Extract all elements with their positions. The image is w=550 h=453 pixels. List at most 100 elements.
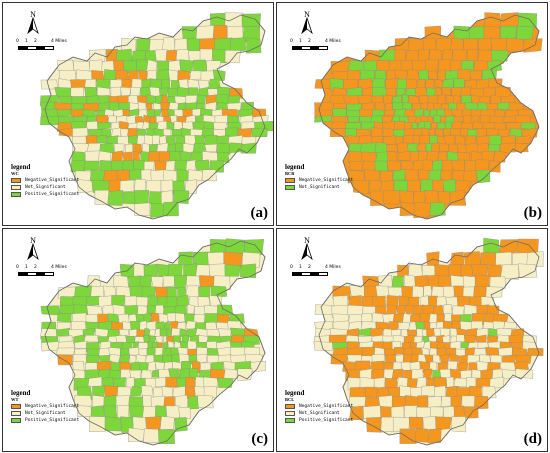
- map-c: [39, 238, 266, 446]
- study-area-boundary: [44, 14, 266, 220]
- legend-variable: BCR: [285, 171, 295, 176]
- legend-item: Negative_Significant: [285, 177, 395, 184]
- census-tract: [216, 143, 231, 155]
- legend-variable: WC: [11, 171, 19, 176]
- census-tract: [203, 376, 219, 389]
- census-tract: [196, 354, 208, 364]
- panel-c: N 0 1 2 4 Miles legend WT Negative_Signi…: [2, 228, 274, 452]
- census-tract: [204, 143, 218, 152]
- census-tract: [186, 38, 201, 53]
- census-tract: [143, 134, 154, 145]
- census-tract: [460, 122, 474, 130]
- legend-item-label: Negative_Significant: [299, 404, 354, 409]
- census-tract: [209, 295, 223, 307]
- census-tract: [313, 115, 333, 123]
- census-tract: [517, 263, 538, 278]
- census-tract: [178, 251, 193, 266]
- census-tract: [109, 354, 121, 364]
- legend-title: legend: [11, 163, 31, 171]
- census-tract: [461, 395, 476, 408]
- census-tract: [224, 264, 241, 277]
- north-arrow-icon: [27, 17, 39, 35]
- census-tract: [344, 128, 358, 137]
- census-tract: [164, 320, 171, 332]
- census-tract: [159, 416, 175, 430]
- scale-bar: 0 1 2 4 Miles: [287, 265, 347, 279]
- census-tract: [199, 48, 213, 62]
- map-d: [313, 237, 544, 446]
- census-tract: [386, 143, 398, 153]
- census-tract: [104, 416, 122, 432]
- census-tract: [158, 135, 168, 145]
- legend-swatch: [285, 418, 295, 423]
- census-tract: [416, 143, 426, 152]
- census-tract: [420, 179, 435, 193]
- census-tract: [493, 150, 506, 163]
- census-tract: [314, 304, 333, 315]
- census-tract: [195, 25, 215, 40]
- census-tract: [433, 114, 442, 123]
- census-tract: [130, 361, 141, 371]
- census-tract: [187, 304, 195, 314]
- census-tract: [489, 376, 505, 389]
- census-tract: [512, 252, 529, 266]
- census-tract: [83, 160, 100, 171]
- legend-item: Positive_Significant: [11, 417, 121, 424]
- census-tract: [490, 38, 507, 52]
- census-tract: [375, 151, 389, 163]
- census-tract: [418, 135, 430, 145]
- census-tract: [463, 406, 479, 419]
- census-tract: [383, 109, 396, 116]
- census-tract: [128, 347, 140, 356]
- census-tract: [119, 87, 131, 97]
- census-tract: [73, 395, 93, 409]
- census-tract: [217, 152, 230, 163]
- panel-b: N 0 1 2 4 Miles legend BCR Negative_Sign…: [276, 2, 548, 226]
- legend-item-label: Not_Significant: [299, 411, 340, 416]
- census-tract: [57, 354, 73, 366]
- census-tract: [195, 264, 211, 278]
- legend-title: legend: [285, 389, 305, 397]
- census-tract: [240, 263, 256, 279]
- census-tract: [74, 348, 87, 357]
- census-tract: [154, 49, 168, 63]
- census-tract: [128, 135, 138, 145]
- census-tract: [488, 160, 501, 173]
- census-tract: [135, 296, 148, 307]
- census-tract: [211, 285, 228, 298]
- census-tract: [122, 191, 135, 205]
- census-tract: [404, 305, 415, 314]
- census-tract: [146, 347, 157, 356]
- census-tract: [463, 170, 477, 183]
- scale-tick: 2: [308, 39, 311, 44]
- census-tract: [473, 59, 489, 72]
- census-tract: [124, 295, 137, 307]
- census-tract: [56, 109, 73, 118]
- scale-tick: 1: [299, 265, 302, 270]
- census-tract: [59, 304, 76, 315]
- census-tract: [382, 190, 401, 205]
- legend-title: legend: [11, 389, 31, 397]
- census-tract: [483, 237, 500, 255]
- census-tract: [237, 368, 253, 382]
- scale-tick: 2: [34, 39, 37, 44]
- scale-bar: 0 1 2 4 Miles: [13, 39, 73, 53]
- census-tract: [453, 116, 464, 123]
- census-tract: [217, 377, 234, 388]
- census-tract: [158, 151, 171, 162]
- census-tract: [382, 341, 393, 350]
- census-tract: [399, 385, 413, 397]
- census-tract: [473, 286, 487, 298]
- census-tract: [108, 115, 117, 124]
- census-tract: [125, 336, 136, 344]
- census-tract: [174, 417, 188, 432]
- census-tract: [431, 179, 445, 193]
- census-tract: [441, 86, 452, 97]
- census-tract: [56, 347, 75, 355]
- legend-swatch: [11, 185, 21, 190]
- legend-swatch: [11, 404, 21, 409]
- census-tract: [394, 48, 406, 63]
- study-area-boundary: [318, 240, 540, 446]
- legend: legend WC Negative_Significant Not_Signi…: [11, 163, 121, 198]
- census-tract: [463, 251, 481, 266]
